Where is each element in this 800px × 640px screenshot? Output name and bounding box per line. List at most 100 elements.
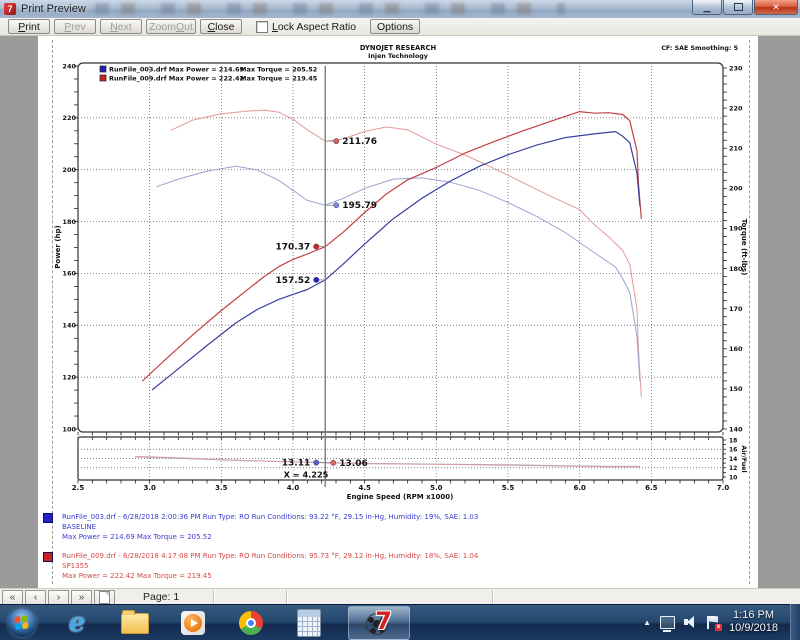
x-axis-label: 5.5 — [502, 484, 515, 492]
preview-page — [38, 36, 758, 588]
lock-aspect-ratio-checkbox[interactable]: Lock Aspect Ratio — [256, 20, 357, 33]
run-line: RunFile_003.drf - 6/28/2018 2:00:36 PM R… — [62, 513, 479, 521]
prev-page-button[interactable]: ‹ — [25, 589, 46, 605]
close-window-button[interactable]: ✕ — [754, 0, 798, 15]
taskbar-icon-internet-explorer[interactable]: e — [60, 608, 94, 638]
page-indicator: Page: 1 — [143, 591, 180, 603]
action-center-flag-icon[interactable]: x — [707, 615, 723, 631]
tray-expand-icon[interactable]: ▲ — [643, 617, 652, 627]
annotation-value: 13.11 — [282, 459, 310, 469]
af-axis-label: 14 — [729, 456, 737, 463]
annotation-dot — [333, 138, 340, 145]
taskbar-icon-chrome[interactable] — [234, 608, 268, 638]
power-axis-label: 100 — [62, 425, 76, 433]
legend-entry: Max Torque = 205.52 — [240, 66, 317, 74]
power-blue-curve — [151, 131, 641, 391]
annotation-value: 211.76 — [342, 137, 377, 147]
x-axis-label: 6.5 — [645, 484, 658, 492]
af-axis-label: 18 — [729, 437, 737, 444]
run-info-baseline: RunFile_003.drf - 6/28/2018 2:00:36 PM R… — [43, 512, 478, 542]
options-button[interactable]: Options — [370, 19, 421, 34]
power-axis-label: 220 — [62, 114, 76, 122]
cursor-x-label: X = 4.225 — [284, 470, 329, 480]
taskbar-icon-calculator[interactable] — [292, 608, 326, 638]
torque-axis-label: 200 — [729, 185, 743, 193]
annotation-dot — [313, 459, 320, 466]
folder-icon — [121, 609, 149, 634]
statusbar-divider — [286, 590, 288, 604]
power-axis-label: 140 — [62, 322, 76, 330]
ie-icon: e — [68, 608, 86, 638]
annotation-value: 13.06 — [339, 459, 367, 469]
torque-axis-label: 180 — [729, 265, 743, 273]
legend-swatch — [99, 65, 107, 73]
smoothing-note: CF: SAE Smoothing: 5 — [661, 45, 738, 52]
torque-axis-label: 160 — [729, 345, 743, 353]
af-axis-label: 12 — [729, 465, 737, 472]
first-page-button[interactable]: « — [2, 589, 23, 605]
network-icon[interactable] — [660, 615, 676, 632]
taskbar-icon-dyno-app-active[interactable]: 7 — [348, 606, 410, 640]
taskbar-icon-explorer[interactable] — [118, 608, 152, 638]
left-margin-guide — [52, 40, 53, 584]
run-swatch-red — [43, 552, 53, 562]
x-axis-label: 5.0 — [430, 484, 443, 492]
legend-swatch — [99, 74, 107, 82]
next-page-button[interactable]: › — [48, 589, 69, 605]
last-page-button[interactable]: » — [71, 589, 92, 605]
chrome-icon — [239, 611, 263, 635]
torque-red-curve — [170, 109, 642, 398]
annotation-dot — [333, 202, 340, 209]
power-axis-label: 120 — [62, 373, 76, 381]
restore-button[interactable] — [723, 0, 753, 15]
statusbar: « ‹ › » Page: 1 — [0, 588, 800, 605]
page-setup-button[interactable] — [94, 589, 115, 605]
taskbar: e 7 — [0, 604, 800, 640]
clock-date: 10/9/2018 — [729, 622, 778, 634]
taskbar-clock[interactable]: 1:16 PM 10/9/2018 — [729, 609, 778, 635]
checkbox-label: Lock Aspect Ratio — [272, 20, 357, 33]
soccer-ball-icon — [366, 613, 388, 635]
annotation-dot — [313, 243, 320, 250]
taskbar-icon-media-player[interactable] — [176, 608, 210, 638]
clock-time: 1:16 PM — [733, 609, 775, 621]
run-line: Max Power = 222.42 Max Torque = 219.45 — [62, 572, 212, 580]
x-axis-title: Engine Speed (RPM x1000) — [347, 493, 454, 501]
checkbox-box[interactable] — [256, 20, 268, 33]
alert-badge: x — [715, 623, 723, 631]
glass-reflection — [95, 3, 565, 14]
run-swatch-blue — [43, 513, 53, 523]
torque-axis-label: 190 — [729, 225, 743, 233]
af-red-curve — [134, 455, 641, 468]
statusbar-divider — [492, 590, 494, 604]
x-axis-label: 2.5 — [72, 484, 85, 492]
torque-axis-label: 170 — [729, 305, 743, 313]
annotation-value: 157.52 — [276, 276, 311, 286]
annotation-dot — [330, 459, 337, 466]
run-line: BASELINE — [62, 523, 97, 531]
power-axis-title: Power (hp) — [54, 225, 62, 268]
system-tray: ▲ x 1:16 PM 10/9/2018 — [643, 604, 790, 640]
torque-blue-curve — [156, 165, 641, 382]
x-axis-label: 3.5 — [215, 484, 228, 492]
run-line: RunFile_009.drf - 6/28/2018 4:17:08 PM R… — [62, 552, 479, 560]
right-margin-guide — [749, 40, 750, 584]
legend-entry: RunFile_009.drf Max Power = 222.42 — [109, 75, 244, 83]
power-red-curve — [141, 111, 642, 382]
af-axis-title: Air/Fuel — [740, 445, 747, 472]
x-axis-label: 4.0 — [287, 484, 300, 492]
calculator-icon — [297, 609, 321, 637]
minimize-button[interactable]: ▁ — [692, 0, 722, 15]
start-button[interactable] — [8, 609, 36, 637]
x-axis-label: 7.0 — [717, 484, 730, 492]
volume-icon[interactable] — [684, 616, 698, 628]
show-desktop-button[interactable] — [790, 604, 800, 640]
